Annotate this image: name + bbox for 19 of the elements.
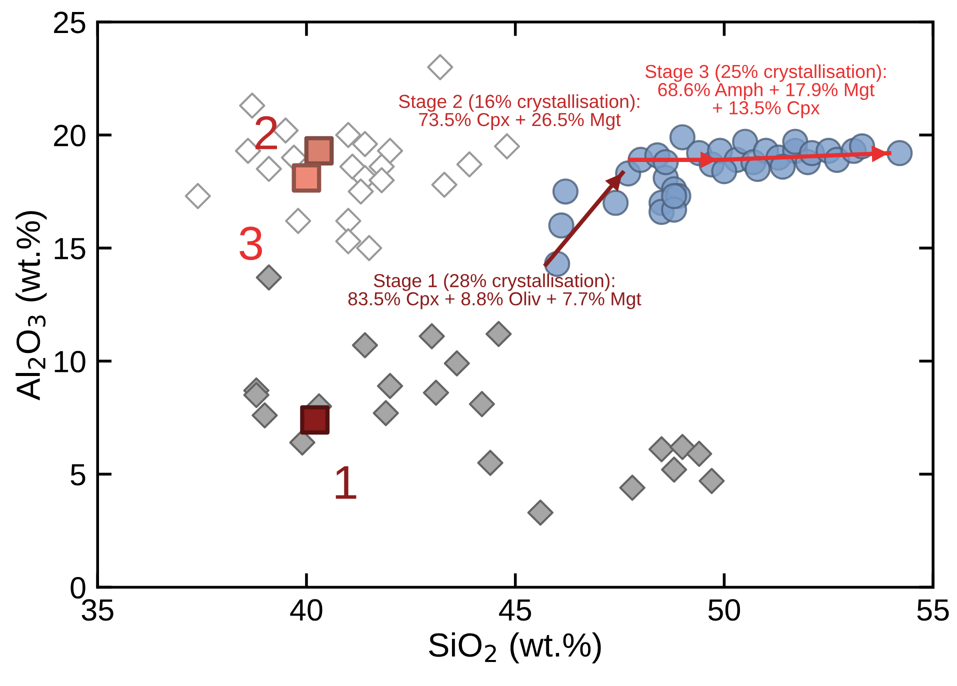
y-axis-title: Al$_{2}$O$_{3}$ (wt.%)	[16, 211, 47, 400]
annotation: Stage 2 (16% crystallisation): 73.5% Cpx + 26.5% Mgt	[398, 94, 640, 130]
x-tick-label: 45	[499, 599, 532, 621]
y-tick-label: 0	[70, 576, 86, 599]
y-tick-label: 10	[54, 350, 86, 372]
annotation: 1	[336, 466, 356, 499]
annotation: 2	[255, 116, 277, 150]
annotation: Stage 3 (25% crystallisation): 68.6% Amph + 17.9% Mgt + 13.5% Cpx	[645, 64, 886, 118]
x-tick-label: 40	[290, 599, 322, 621]
x-tick-label: 50	[708, 599, 740, 621]
annotation: Stage 1 (28% crystallisation): 83.5% Cpx + 8.8% Oliv + 7.7% Mgt	[348, 273, 642, 310]
y-tick-label: 25	[54, 12, 86, 34]
annotation: 3	[240, 226, 262, 260]
x-axis-title: SiO$_{2}$ (wt.%)	[429, 632, 601, 664]
x-tick-label: 55	[917, 599, 949, 621]
y-tick-label: 20	[54, 124, 86, 146]
y-tick-label: 5	[70, 464, 86, 486]
y-tick-label: 15	[54, 238, 86, 260]
x-tick-label: 35	[82, 599, 114, 621]
